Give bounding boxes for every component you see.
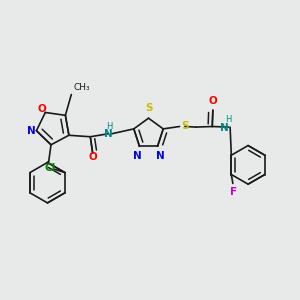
- Text: N: N: [104, 129, 112, 139]
- Text: O: O: [89, 152, 98, 162]
- Text: CH₃: CH₃: [74, 83, 90, 92]
- Text: O: O: [38, 104, 46, 114]
- Text: H: H: [225, 115, 232, 124]
- Text: O: O: [208, 96, 217, 106]
- Text: N: N: [27, 126, 35, 136]
- Text: F: F: [230, 187, 237, 197]
- Text: S: S: [181, 121, 188, 131]
- Text: H: H: [106, 122, 112, 131]
- Text: N: N: [156, 151, 164, 161]
- Text: Cl: Cl: [44, 163, 56, 173]
- Text: S: S: [145, 103, 152, 113]
- Text: N: N: [133, 151, 141, 161]
- Text: N: N: [220, 123, 228, 133]
